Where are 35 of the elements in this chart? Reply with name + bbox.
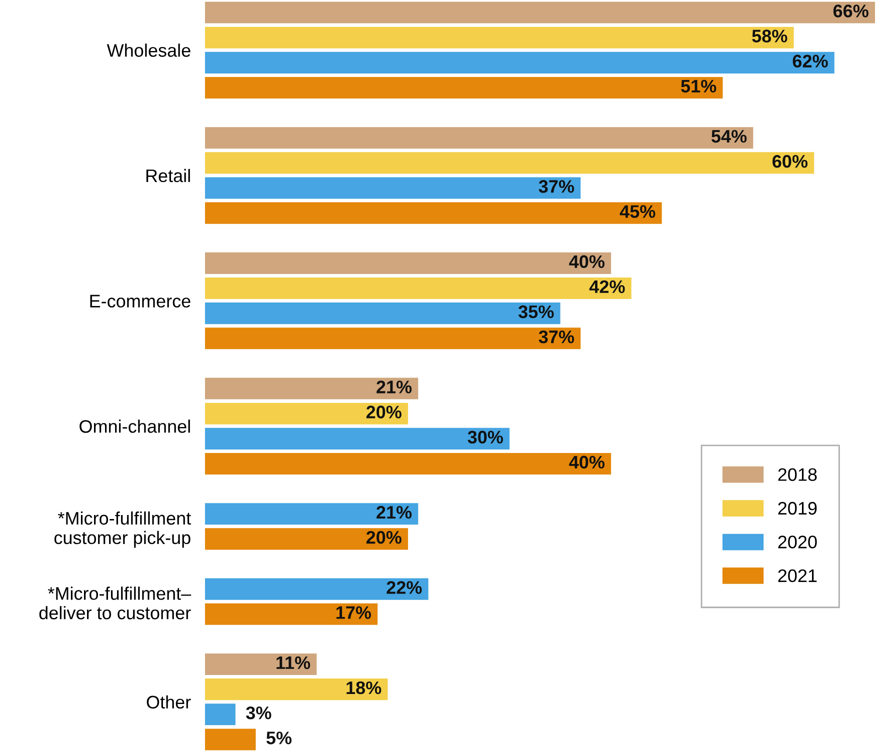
data-label: 18% [346,681,382,694]
y-tick-label: Omni-channel [80,420,190,433]
data-label: 5% [266,732,292,744]
data-label: 21% [376,506,412,519]
data-label: 54% [712,130,747,143]
data-label: 45% [620,205,656,218]
data-label: 3% [246,706,272,720]
data-label: 30% [468,430,503,444]
y-tick-label: Wholesale [106,44,190,57]
data-label: 22% [386,581,422,594]
y-tick-label: E-commerce [90,294,190,308]
data-label: 66% [833,4,868,18]
y-tick-label: Retail [146,168,190,182]
data-label: 21% [376,380,412,394]
data-label: 51% [681,80,716,93]
data-label: 37% [538,180,574,193]
data-label: 58% [752,30,788,42]
data-label: 60% [772,154,808,168]
legend-label: 2018 [778,468,817,481]
data-label: 37% [538,330,574,344]
y-tick-label: Other [146,695,191,709]
y-tick-label: *Micro-fulfillment– deliver to customer [39,586,192,620]
data-label: 35% [518,305,554,318]
data-label: 40% [569,255,604,268]
data-label: 62% [792,54,828,68]
legend-label: 2020 [778,536,817,548]
data-label: 40% [569,456,604,469]
data-label: 20% [366,530,402,544]
legend-label: 2021 [778,569,817,582]
data-label: 17% [336,606,372,619]
data-label: 42% [589,280,625,294]
legend-label: 2019 [778,502,817,515]
data-label: 20% [366,406,402,418]
data-label: 11% [276,656,310,670]
y-tick-label: *Micro-fulfillment customer pick-up [54,511,191,548]
